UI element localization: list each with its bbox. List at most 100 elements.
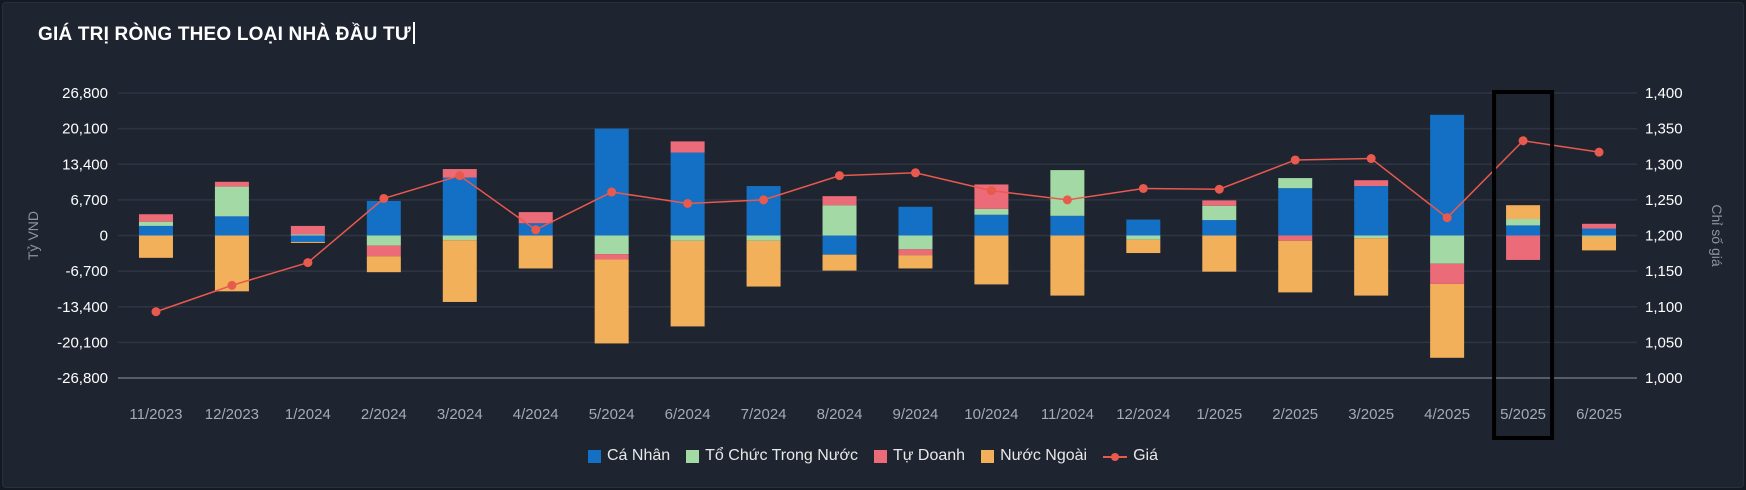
price-point (531, 225, 541, 235)
y2-tick-label: 1,050 (1645, 334, 1683, 351)
x-tick-label: 5/2025 (1500, 406, 1546, 423)
y2-tick-label: 1,200 (1645, 228, 1683, 245)
legend-swatch-nuoc-ngoai (981, 449, 995, 463)
bar-segment-tu-doanh (898, 249, 933, 256)
y2-tick-label: 1,100 (1645, 299, 1683, 316)
bar-segment-to-chuc (1506, 219, 1541, 226)
x-tick-label: 8/2024 (817, 406, 863, 423)
price-point (151, 307, 161, 317)
bar-segment-tu-doanh (518, 212, 553, 224)
y-tick-label: 13,400 (62, 156, 108, 173)
chart-title-text: GIÁ TRỊ RÒNG THEO LOẠI NHÀ ĐẦU TƯ (38, 24, 411, 46)
bar-segment-ca-nhan (1506, 225, 1541, 236)
bar-segment-to-chuc (1354, 235, 1389, 239)
bar-segment-ca-nhan (290, 235, 325, 242)
bar-segment-nuoc-ngoai (1278, 240, 1313, 293)
price-point (683, 198, 693, 208)
legend-label-to-chuc: Tổ Chức Trong Nước (705, 447, 858, 464)
x-tick-label: 6/2025 (1576, 406, 1622, 423)
legend-swatch-gia (1103, 450, 1128, 463)
y2-axis-title: Chỉ số giá (1709, 204, 1725, 266)
x-tick-label: 4/2024 (513, 406, 559, 423)
bar-segment-ca-nhan (1202, 220, 1237, 236)
bar-segment-to-chuc (1202, 205, 1237, 221)
bar-segment-ca-nhan (1050, 215, 1085, 236)
highlight-box (1492, 90, 1555, 440)
y-tick-label: -20,100 (57, 334, 108, 351)
bar-segment-nuoc-ngoai (366, 256, 401, 273)
bar-segment-to-chuc (974, 208, 1009, 215)
bar-segment-to-chuc (670, 235, 705, 241)
x-tick-label: 7/2024 (741, 406, 787, 423)
x-tick-label: 11/2024 (1041, 406, 1094, 423)
bar-segment-nuoc-ngoai (138, 235, 173, 258)
y-axis-title: Tỷ VND (25, 211, 41, 260)
y2-tick-label: 1,300 (1645, 156, 1683, 173)
bar-segment-nuoc-ngoai (746, 240, 781, 287)
x-tick-label: 11/2023 (129, 406, 182, 423)
price-point (986, 186, 996, 196)
price-point (1366, 154, 1376, 164)
bar-segment-nuoc-ngoai (442, 240, 477, 302)
bar-segment-to-chuc (366, 235, 401, 246)
bar-segment-to-chuc (746, 235, 781, 241)
bar-segment-ca-nhan (366, 200, 401, 236)
price-point (1518, 136, 1528, 146)
y2-tick-label: 1,250 (1645, 192, 1683, 209)
bar-segment-ca-nhan (442, 177, 477, 236)
bar-segment-ca-nhan (214, 216, 249, 236)
price-point (759, 195, 769, 205)
legend-label-gia: Giá (1133, 447, 1158, 464)
bar-segment-to-chuc (442, 235, 477, 241)
stacked-bar-chart: 26,800 20,100 13,400 6,700 0 -6,700 -13,400 -20… (25, 85, 1725, 440)
bar-segment-nuoc-ngoai (518, 235, 553, 269)
text-cursor (412, 22, 415, 44)
legend-item-to-chuc[interactable]: Tổ Chức Trong Nước (686, 447, 858, 465)
price-point (227, 280, 237, 290)
bar-segment-to-chuc (1050, 170, 1085, 216)
bar-segment-to-chuc (594, 235, 629, 255)
bar-segment-to-chuc (822, 205, 857, 236)
x-tick-label: 1/2024 (285, 406, 331, 423)
bar-segment-nuoc-ngoai (974, 235, 1009, 285)
price-point (379, 193, 389, 203)
legend-item-nuoc-ngoai[interactable]: Nước Ngoài (981, 447, 1087, 465)
bar-segment-ca-nhan (594, 128, 629, 236)
x-tick-label: 3/2024 (437, 406, 483, 423)
bar-segment-to-chuc (290, 234, 325, 236)
y2-tick-label: 1,350 (1645, 121, 1683, 138)
bar-segment-ca-nhan (898, 206, 933, 236)
y2-tick-label: 1,000 (1645, 370, 1683, 387)
bar-segment-nuoc-ngoai (1202, 235, 1237, 272)
bar-segment-to-chuc (1126, 235, 1161, 240)
legend-item-gia[interactable]: Giá (1103, 447, 1158, 465)
y2-tick-label: 1,400 (1645, 85, 1683, 102)
bar-segment-tu-doanh (366, 245, 401, 257)
x-tick-label: 5/2024 (589, 406, 635, 423)
bar-segment-nuoc-ngoai (1354, 238, 1389, 296)
bar-segment-to-chuc (1582, 235, 1617, 237)
bar-segment-tu-doanh (1506, 235, 1541, 260)
bar-segment-ca-nhan (1126, 219, 1161, 236)
chart-legend: Cá Nhân Tổ Chức Trong Nước Tự Doanh Nước… (0, 447, 1746, 465)
bar-segment-ca-nhan (1582, 228, 1617, 236)
bar-segment-nuoc-ngoai (594, 259, 629, 344)
x-tick-label: 3/2025 (1348, 406, 1394, 423)
legend-item-ca-nhan[interactable]: Cá Nhân (588, 447, 670, 465)
price-point (835, 171, 845, 181)
x-tick-label: 2/2024 (361, 406, 407, 423)
y-tick-label: -6,700 (65, 263, 108, 280)
price-point (1138, 183, 1148, 193)
bar-segment-nuoc-ngoai (1506, 205, 1541, 220)
legend-swatch-to-chuc (686, 449, 700, 463)
price-point (1214, 184, 1224, 194)
bar-segment-nuoc-ngoai (1582, 236, 1617, 251)
bar-segment-tu-doanh (670, 141, 705, 153)
x-tick-label: 9/2024 (893, 406, 939, 423)
legend-item-tu-doanh[interactable]: Tự Doanh (874, 447, 965, 465)
bar-segment-to-chuc (1278, 178, 1313, 189)
bar-segment-ca-nhan (746, 186, 781, 236)
bar-segment-tu-doanh (594, 254, 629, 260)
bar-segment-ca-nhan (974, 214, 1009, 236)
y-tick-label: 6,700 (70, 192, 108, 209)
